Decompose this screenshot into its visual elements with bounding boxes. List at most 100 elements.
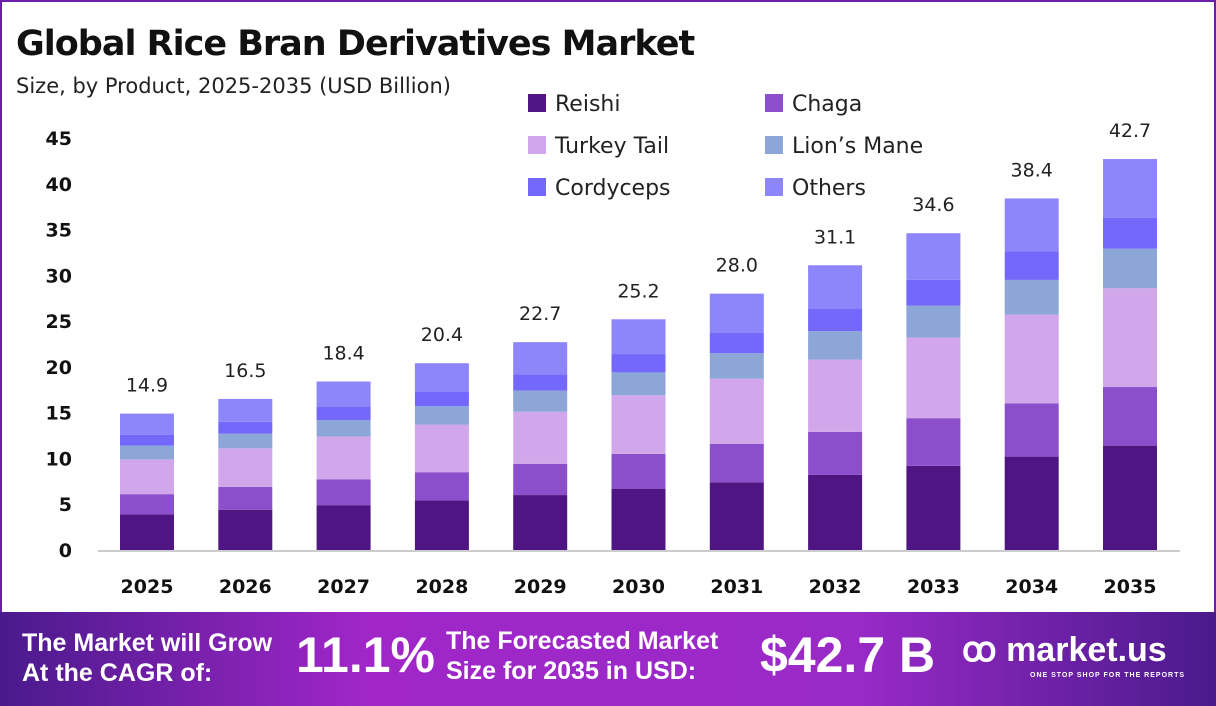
y-tick-label: 20 — [46, 357, 72, 379]
bar-segment-cordyceps — [808, 308, 863, 332]
y-tick-label: 10 — [46, 448, 72, 470]
bar-segment-reishi — [1004, 456, 1059, 550]
cagr-label: The Market will Grow At the CAGR of: — [22, 629, 273, 687]
bar-segment-reishi — [513, 495, 568, 550]
bar-segment-others — [513, 342, 568, 375]
bar-segment-others — [120, 413, 174, 435]
market-us-logo: ꝏ market.us — [962, 631, 1167, 669]
y-tick-label: 15 — [46, 403, 72, 425]
x-tick-label: 2031 — [710, 576, 763, 598]
bar-segment-turkey-tail — [120, 459, 174, 495]
bar-segment-others — [906, 233, 961, 280]
bar-segment-reishi — [414, 500, 469, 550]
bar-segment-others — [1004, 198, 1059, 252]
x-tick-label: 2025 — [121, 576, 174, 598]
total-label: 14.9 — [126, 375, 168, 397]
y-tick-label: 0 — [59, 540, 72, 562]
bar-segment-cordyceps — [316, 406, 371, 420]
bar-segment-others — [1103, 159, 1157, 218]
bar-segment-chaga — [1103, 387, 1157, 446]
legend-swatch — [528, 94, 546, 112]
total-label: 16.5 — [224, 360, 266, 382]
bar-segment-lion-s-mane — [1103, 248, 1157, 289]
bar-segment-reishi — [1103, 445, 1157, 550]
bar-segment-chaga — [709, 443, 764, 483]
bar-segment-lion-s-mane — [808, 331, 863, 360]
bar-segment-turkey-tail — [709, 378, 764, 444]
y-tick-label: 45 — [46, 128, 72, 150]
total-label: 22.7 — [519, 303, 561, 325]
logo-tagline: ONE STOP SHOP FOR THE REPORTS — [1030, 672, 1186, 679]
legend-label: Cordyceps — [555, 176, 671, 201]
bar-segment-turkey-tail — [808, 359, 863, 432]
total-label: 20.4 — [421, 324, 463, 346]
bar-segment-chaga — [414, 472, 469, 501]
forecast-label: The Forecasted Market Size for 2035 in U… — [446, 627, 719, 685]
bar-segment-lion-s-mane — [906, 305, 961, 338]
y-tick-label: 30 — [46, 265, 72, 287]
bar-segment-turkey-tail — [218, 448, 273, 487]
total-label: 25.2 — [617, 280, 659, 302]
x-tick-label: 2030 — [612, 576, 665, 598]
bar-segment-cordyceps — [611, 354, 666, 373]
bar-segment-lion-s-mane — [1004, 279, 1059, 315]
chart-subtitle: Size, by Product, 2025-2035 (USD Billion… — [16, 74, 451, 98]
bar-segment-chaga — [218, 486, 273, 510]
bar-segment-reishi — [906, 465, 961, 550]
y-tick-label: 5 — [59, 494, 72, 516]
y-tick-label: 25 — [46, 311, 72, 333]
bar-segment-lion-s-mane — [316, 419, 371, 437]
total-label: 31.1 — [814, 226, 856, 248]
legend-label: Reishi — [555, 92, 620, 117]
total-label: 28.0 — [716, 255, 758, 277]
legend-swatch — [765, 136, 783, 154]
bar-segment-turkey-tail — [611, 395, 666, 454]
total-label: 38.4 — [1011, 159, 1053, 181]
bar-segment-chaga — [1004, 403, 1059, 457]
x-tick-label: 2029 — [514, 576, 567, 598]
bar-segment-reishi — [120, 514, 174, 550]
bar-segment-chaga — [611, 453, 666, 489]
bar-segment-reishi — [808, 474, 863, 550]
bar-segment-others — [808, 265, 863, 309]
legend-label: Chaga — [792, 92, 862, 117]
bar-segment-lion-s-mane — [218, 433, 273, 449]
forecast-value: $42.7 B — [760, 627, 936, 683]
stacked-bar-chart: 05101520253035404514.9202516.5202618.420… — [46, 92, 1180, 598]
bar-segment-cordyceps — [1103, 217, 1157, 249]
bar-segment-lion-s-mane — [120, 445, 174, 460]
bar-segment-turkey-tail — [316, 436, 371, 480]
bar-segment-lion-s-mane — [709, 353, 764, 379]
x-tick-label: 2034 — [1005, 576, 1058, 598]
x-tick-label: 2027 — [317, 576, 370, 598]
cagr-value: 11.1% — [296, 627, 436, 683]
chart-frame — [0, 0, 1216, 612]
bar-segment-cordyceps — [1004, 251, 1059, 280]
legend-swatch — [528, 178, 546, 196]
bar-segment-cordyceps — [414, 391, 469, 407]
bar-segment-cordyceps — [120, 434, 174, 446]
bar-segment-chaga — [316, 479, 371, 506]
bar-segment-cordyceps — [218, 421, 273, 434]
legend-label: Lion’s Mane — [792, 134, 923, 159]
x-tick-label: 2032 — [809, 576, 862, 598]
legend-label: Turkey Tail — [554, 134, 669, 159]
y-tick-label: 35 — [46, 220, 72, 242]
bar-segment-turkey-tail — [906, 337, 961, 419]
bar-segment-cordyceps — [906, 279, 961, 306]
x-tick-label: 2028 — [415, 576, 468, 598]
bar-segment-turkey-tail — [1004, 314, 1059, 404]
bar-segment-chaga — [120, 494, 174, 515]
x-tick-label: 2033 — [907, 576, 960, 598]
legend-swatch — [765, 178, 783, 196]
x-tick-label: 2026 — [219, 576, 272, 598]
bar-segment-others — [709, 293, 764, 334]
legend-swatch — [765, 94, 783, 112]
total-label: 18.4 — [322, 343, 364, 365]
bar-segment-chaga — [513, 463, 568, 496]
footer-banner: The Market will Grow At the CAGR of: 11.… — [0, 612, 1216, 706]
bar-segment-others — [611, 319, 666, 355]
total-label: 34.6 — [912, 194, 954, 216]
bar-segment-reishi — [709, 482, 764, 550]
bar-segment-reishi — [218, 509, 273, 550]
